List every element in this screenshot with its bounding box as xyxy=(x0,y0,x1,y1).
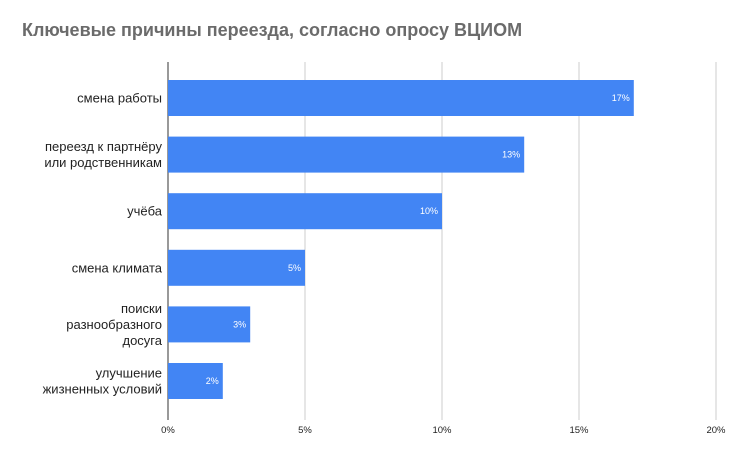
category-label: жизненных условий xyxy=(43,382,162,397)
data-label: 5% xyxy=(288,263,301,273)
category-label: улучшение xyxy=(96,366,162,381)
bars xyxy=(168,80,634,399)
data-label: 3% xyxy=(233,319,246,329)
x-tick-label: 0% xyxy=(161,425,175,436)
x-tick-label: 10% xyxy=(432,425,452,436)
category-label: поиски xyxy=(121,301,162,316)
labels: 0% 5% 10% 15% 20% 17% смена работы 13% переезд к… xyxy=(43,91,726,437)
bar xyxy=(168,249,305,286)
bar xyxy=(168,80,634,116)
bar xyxy=(168,363,223,399)
bar xyxy=(168,136,525,173)
bar xyxy=(168,306,251,343)
category-label: смена климата xyxy=(72,260,163,275)
category-label: смена работы xyxy=(77,91,162,106)
x-tick-label: 15% xyxy=(569,425,589,436)
category-label: досуга xyxy=(122,333,162,348)
category-label: или родственникам xyxy=(44,155,162,170)
category-label: переезд к партнёру xyxy=(45,139,163,154)
category-label: разнообразного xyxy=(66,317,162,332)
chart-title: Ключевые причины переезда, согласно опро… xyxy=(22,20,523,40)
x-tick-label: 5% xyxy=(298,425,312,436)
data-label: 13% xyxy=(502,150,520,160)
data-label: 10% xyxy=(420,206,438,216)
data-label: 17% xyxy=(612,93,630,103)
data-label: 2% xyxy=(206,376,219,386)
grid-lines xyxy=(167,62,717,420)
x-tick-label: 20% xyxy=(706,425,726,436)
bar xyxy=(168,193,442,230)
category-label: учёба xyxy=(127,204,163,219)
